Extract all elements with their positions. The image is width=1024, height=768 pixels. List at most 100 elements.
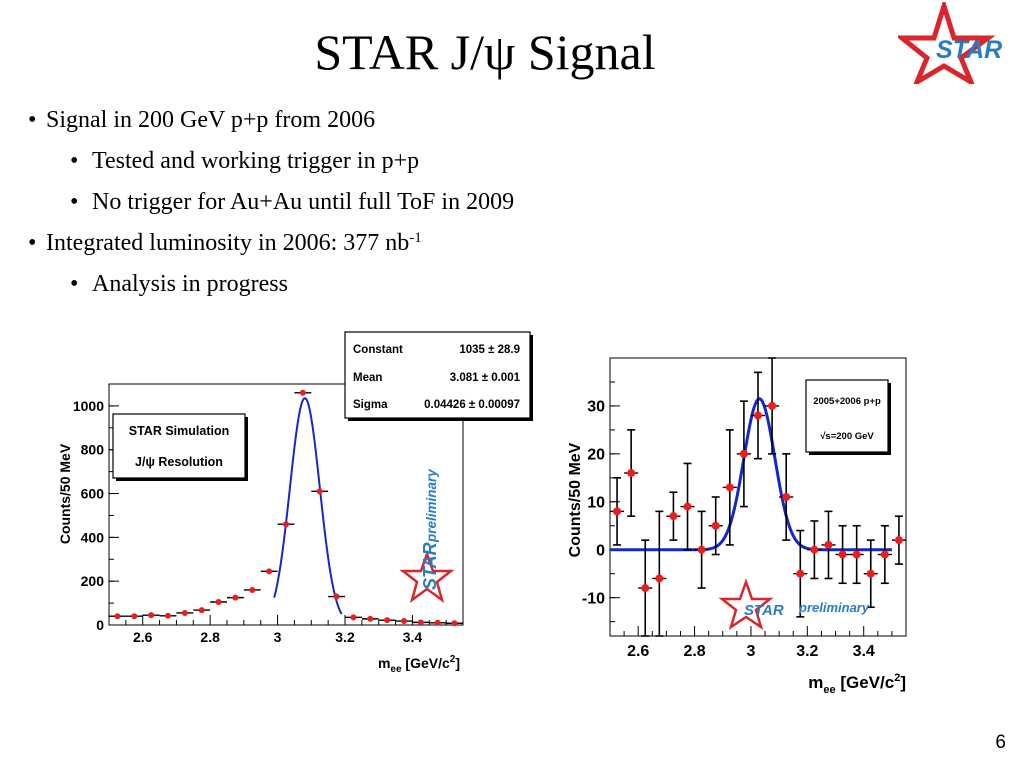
star-outline-icon	[718, 578, 774, 630]
data-point	[350, 614, 357, 621]
stats-label-mean: Mean	[353, 372, 382, 384]
data-point	[613, 507, 622, 516]
x-axis-label: mee [GeV/c2]	[378, 654, 460, 675]
y-tick-label: 20	[587, 446, 605, 463]
y-axis-label: Counts/50 MeV	[57, 443, 73, 544]
bullet-item: • Tested and working trigger in p+p	[28, 141, 514, 182]
bullet-marker: •	[28, 230, 37, 256]
bullet-text: Analysis in progress	[92, 271, 288, 297]
plot-frame	[108, 383, 464, 626]
stats-value-mean: 3.081 ± 0.001	[450, 372, 521, 384]
bullet-marker: •	[70, 271, 79, 297]
y-tick-label: -10	[582, 590, 605, 607]
legend-line-1: 2005+2006 p+p	[813, 396, 881, 407]
data-point	[181, 609, 188, 616]
data-point	[866, 569, 875, 578]
y-tick-label: 800	[81, 442, 105, 458]
y-tick-label: 0	[96, 617, 104, 633]
stats-value-sigma: 0.04426 ± 0.00097	[424, 399, 520, 411]
logo-star-icon	[898, 2, 996, 84]
data-point	[754, 411, 762, 420]
data-point	[725, 483, 734, 492]
stamp-preliminary-text: preliminary	[424, 468, 439, 543]
data-point	[838, 550, 847, 559]
data-point	[434, 619, 441, 626]
data-point	[333, 593, 340, 600]
data-point	[215, 598, 222, 605]
data-point	[198, 607, 205, 614]
data-point	[316, 488, 323, 495]
data-point	[810, 545, 819, 554]
x-tick-label: 3.2	[796, 643, 818, 660]
stats-label-constant: Constant	[353, 344, 403, 356]
bullet-marker: •	[70, 189, 79, 215]
slide-title: STAR J/ψ Signal	[314, 24, 656, 80]
data-point	[697, 545, 706, 554]
data-point	[627, 469, 636, 478]
stamp-star-text: STAR	[744, 602, 784, 619]
y-tick-label: 0	[596, 542, 605, 559]
gaussian-fit-curve	[273, 397, 343, 615]
bullet-text: Signal in 200 GeV p+p from 2006	[46, 107, 376, 133]
stats-value-constant: 1035 ± 28.9	[459, 344, 520, 356]
y-tick-label: 30	[587, 399, 605, 416]
bullet-text: Integrated luminosity in 2006: 377 nb	[46, 230, 410, 256]
plot-axes: 2.6 2.8 3 3.2 3.4 -10 0 10 20 30	[582, 357, 907, 660]
pp-data-plot: 2.6 2.8 3 3.2 3.4 -10 0 10 20 30 2005+2006 p+p √s…	[567, 357, 907, 696]
data-point	[852, 550, 861, 559]
plot-marks	[610, 357, 906, 637]
x-tick-label: 2.6	[133, 629, 153, 645]
data-point	[655, 574, 664, 583]
data-point	[417, 619, 424, 626]
stamp-star-text: STAR	[420, 542, 440, 590]
x-tick-label: 3	[746, 643, 755, 660]
bullet-item: • No trigger for Au+Au until full ToF in …	[28, 182, 514, 223]
data-point	[683, 502, 692, 511]
star-outline-icon	[399, 550, 455, 604]
y-tick-label: 400	[81, 529, 105, 545]
bullet-item: • Integrated luminosity in 2006: 377 nb-1	[28, 223, 514, 264]
data-point	[669, 512, 678, 521]
gaussian-fit-curve	[610, 397, 892, 552]
data-point	[824, 540, 833, 549]
data-point	[266, 568, 273, 575]
data-point	[131, 613, 138, 620]
stamp-preliminary-text: preliminary	[798, 600, 870, 615]
x-tick-label: 2.6	[627, 643, 649, 660]
bullet-marker: •	[70, 148, 79, 174]
data-point	[401, 618, 407, 625]
data-point	[768, 401, 777, 410]
data-point	[299, 389, 306, 396]
plot-marks	[109, 389, 463, 627]
plot-frame	[609, 357, 907, 637]
y-tick-label: 200	[81, 573, 105, 589]
data-point	[165, 612, 171, 619]
x-tick-label: 3	[274, 629, 282, 645]
legend-line-2: J/ψ Resolution	[135, 455, 223, 469]
data-point	[796, 569, 805, 578]
y-tick-label: 600	[81, 485, 105, 501]
bullet-text: Tested and working trigger in p+p	[92, 148, 420, 174]
legend-line-1: STAR Simulation	[129, 424, 229, 438]
simulation-legend-box: STAR Simulation J/ψ Resolution	[112, 413, 248, 481]
bullet-text: No trigger for Au+Au until full ToF in 2…	[92, 189, 515, 215]
data-point	[880, 550, 889, 559]
y-tick-label: 10	[587, 494, 605, 511]
y-tick-label: 1000	[73, 398, 104, 414]
data-point	[641, 584, 650, 593]
logo-text: STAR	[936, 36, 1002, 64]
simulation-resolution-plot: 2.6 2.8 3 3.2 3.4 0 200 400 600 800 1000 STAR Simu…	[57, 331, 533, 675]
fit-stats-box: Constant 1035 ± 28.9 Mean 3.081 ± 0.001 …	[344, 331, 533, 421]
data-point	[894, 536, 903, 545]
x-tick-label: 3.4	[853, 643, 875, 660]
x-tick-label: 2.8	[200, 629, 220, 645]
bullet-item: • Signal in 200 GeV p+p from 2006	[28, 100, 514, 141]
page-number: 6	[995, 732, 1006, 753]
bullet-item: • Analysis in progress	[28, 264, 514, 305]
x-axis-label: mee [GeV/c2]	[808, 672, 906, 696]
x-tick-label: 2.8	[683, 643, 705, 660]
data-point	[711, 521, 720, 530]
star-preliminary-stamp: STAR preliminary	[718, 578, 870, 630]
star-logo: STAR	[898, 2, 1002, 84]
data-point	[148, 612, 155, 619]
